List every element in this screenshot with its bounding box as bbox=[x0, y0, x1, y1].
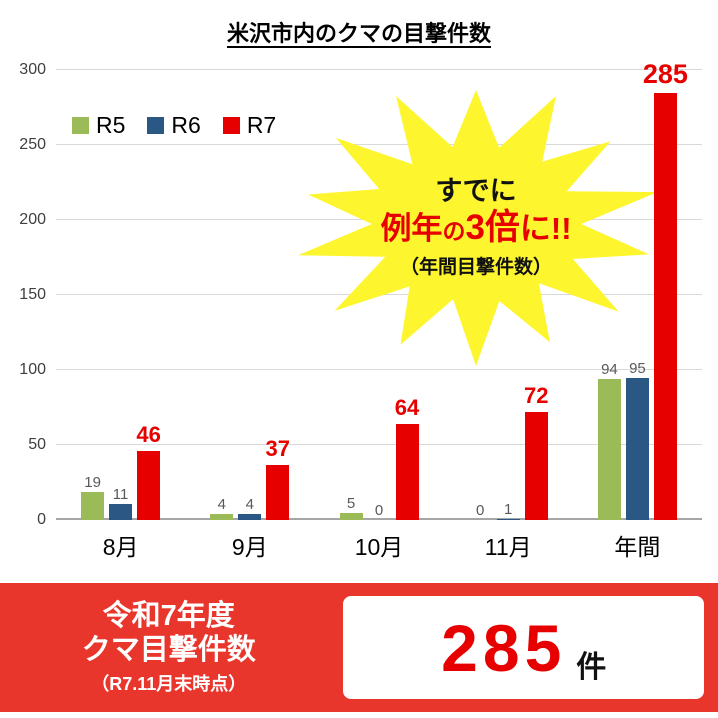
bar-value-label: 0 bbox=[476, 502, 485, 519]
annotation-line2-b: の bbox=[442, 217, 466, 244]
bar-value-label: 4 bbox=[245, 496, 254, 514]
legend-item-r5: R5 bbox=[72, 112, 125, 139]
y-tick-label: 50 bbox=[28, 436, 46, 454]
bottom-banner: 令和7年度 クマ目撃件数 （R7.11月末時点） 285 件 bbox=[0, 583, 718, 718]
x-tick-label: 8月 bbox=[102, 534, 139, 560]
annotation-line2-a: 例年 bbox=[380, 210, 443, 246]
bar-value-label: 5 bbox=[346, 494, 356, 512]
bar-group-9月: 4 4 37 bbox=[185, 70, 314, 520]
x-axis-labels: 8月 9月 10月 11月 年間 bbox=[56, 528, 702, 562]
bar-group-11月: 0 1 72 bbox=[444, 70, 573, 520]
bar-value-label: 4 bbox=[217, 496, 226, 514]
bar-value-label: 0 bbox=[374, 502, 384, 519]
legend-item-r7: R7 bbox=[222, 112, 277, 139]
legend-label-r7: R7 bbox=[246, 112, 277, 138]
bar-R6-9月: 4 bbox=[238, 496, 262, 520]
legend-swatch-r7 bbox=[222, 117, 240, 134]
bar-R5-年間: 94 bbox=[597, 361, 621, 520]
bar-R6-8月: 11 bbox=[109, 486, 133, 520]
banner-caption: 令和7年度 クマ目撃件数 （R7.11月末時点） bbox=[0, 583, 337, 712]
x-tick-label: 11月 bbox=[484, 534, 532, 560]
gridline bbox=[56, 444, 702, 446]
gridline bbox=[56, 69, 702, 70]
legend-swatch-r6 bbox=[147, 117, 165, 134]
bear-sightings-chart: 米沢市内のクマの目撃件数 R5 R6 R7 すでに 例年 bbox=[0, 16, 718, 562]
banner-count: 285 bbox=[441, 610, 567, 685]
bar-group-年間: 94 95 285 bbox=[573, 59, 702, 520]
bar-R7-年間: 285 bbox=[643, 59, 688, 520]
legend-swatch-r5 bbox=[72, 117, 89, 134]
bar-R7-9月: 37 bbox=[266, 436, 290, 520]
banner-count-box: 285 件 bbox=[343, 596, 704, 699]
bar-value-label: 46 bbox=[136, 422, 161, 447]
bar-groups: 19 11 46 4 4 37 5 0 64 0 1 72 94 95 285 bbox=[56, 59, 702, 520]
y-tick-label: 0 bbox=[37, 511, 46, 528]
annotation-text: すでに 例年の3倍に!! （年間目撃件数） bbox=[300, 88, 652, 360]
gridline bbox=[56, 144, 702, 145]
chart-title-text: 米沢市内のクマの目撃件数 bbox=[226, 21, 491, 46]
annotation-line2-c: 3倍 bbox=[465, 207, 520, 247]
bar-R7-11月: 72 bbox=[524, 383, 548, 520]
plot-area: 19 11 46 4 4 37 5 0 64 0 1 72 94 95 285 0 50 100 150 200 25… bbox=[19, 59, 702, 528]
bar-R7-10月: 64 bbox=[395, 395, 419, 520]
gridline bbox=[56, 369, 702, 371]
starburst-icon bbox=[297, 90, 658, 366]
annotation-starburst: すでに 例年の3倍に!! （年間目撃件数） bbox=[297, 88, 658, 366]
bar-R7-8月: 46 bbox=[136, 422, 161, 520]
bar-value-label: 94 bbox=[601, 361, 618, 378]
bar-value-label: 72 bbox=[523, 383, 549, 408]
banner-subtitle: （R7.11月末時点） bbox=[91, 674, 247, 695]
legend-item-r6: R6 bbox=[147, 112, 201, 139]
banner-title-line2: クマ目撃件数 bbox=[81, 634, 256, 666]
bar-value-label: 37 bbox=[265, 435, 291, 461]
annotation-line3: （年間目撃件数） bbox=[399, 257, 552, 279]
banner-title-line1: 令和7年度 bbox=[102, 599, 235, 632]
y-tick-label: 100 bbox=[19, 361, 46, 379]
legend: R5 R6 R7 bbox=[72, 112, 276, 139]
x-tick-label: 9月 bbox=[231, 534, 268, 560]
legend-label-r6: R6 bbox=[171, 112, 201, 138]
bar-group-8月: 19 11 46 bbox=[56, 70, 185, 520]
bar-R5-9月: 4 bbox=[210, 496, 234, 520]
bar-group-10月: 5 0 64 bbox=[314, 70, 443, 520]
y-tick-label: 150 bbox=[19, 286, 46, 303]
legend-label-r5: R5 bbox=[96, 112, 126, 138]
chart-title: 米沢市内のクマの目撃件数 bbox=[0, 16, 718, 48]
bar-R5-8月: 19 bbox=[81, 474, 105, 520]
bar-value-label: 285 bbox=[642, 58, 688, 89]
bar-R6-11月: 1 bbox=[496, 501, 520, 520]
annotation-line2: 例年の3倍に!! bbox=[380, 208, 571, 248]
annotation-line1: すでに bbox=[435, 175, 517, 206]
annotation-line2-d: に!! bbox=[519, 210, 572, 246]
bar-R5-10月: 5 bbox=[339, 495, 363, 520]
bar-value-label: 11 bbox=[112, 485, 129, 503]
bar-R6-年間: 95 bbox=[625, 360, 649, 520]
gridline bbox=[56, 518, 702, 520]
bar-value-label: 1 bbox=[504, 500, 513, 518]
bar-value-label: 95 bbox=[629, 359, 646, 377]
y-tick-label: 250 bbox=[19, 136, 46, 153]
x-tick-label: 10月 bbox=[354, 534, 404, 560]
banner-count-unit: 件 bbox=[576, 650, 607, 684]
x-tick-label: 年間 bbox=[614, 534, 661, 560]
y-tick-label: 300 bbox=[19, 61, 46, 78]
bar-value-label: 64 bbox=[394, 395, 420, 420]
y-tick-label: 200 bbox=[19, 211, 46, 229]
bar-value-label: 19 bbox=[84, 473, 101, 491]
